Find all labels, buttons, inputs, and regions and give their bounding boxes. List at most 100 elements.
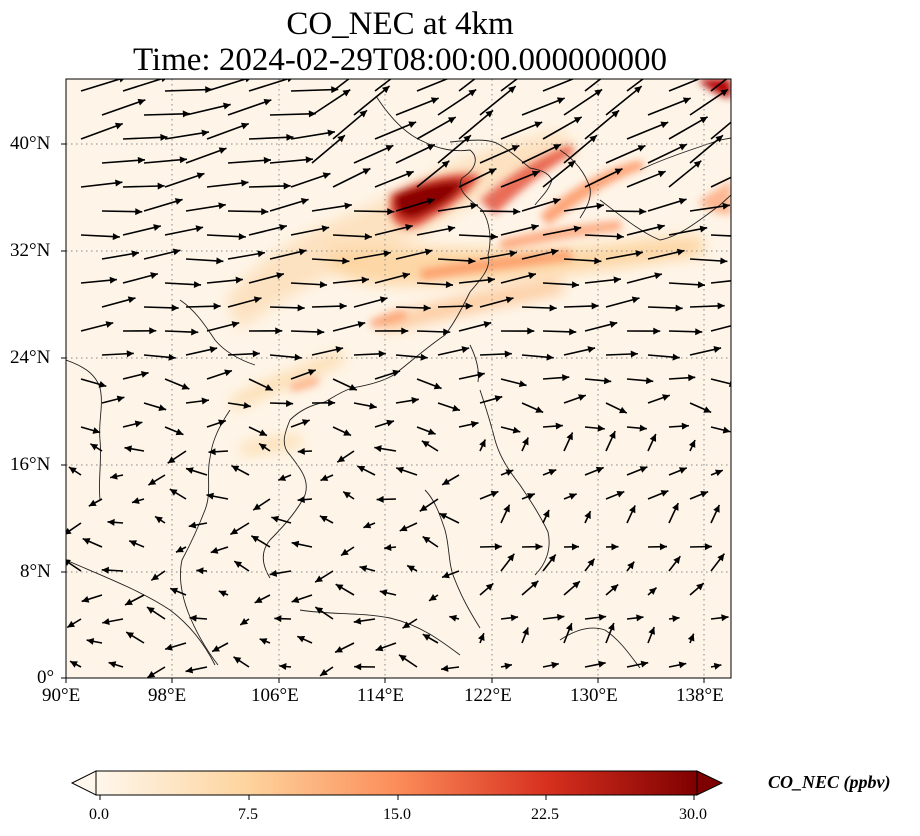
wind-vector-head (587, 558, 595, 567)
wind-vector-head (614, 168, 623, 175)
wind-vector-head (274, 615, 282, 623)
wind-vector-head (160, 133, 168, 141)
wind-vector-head (603, 377, 612, 385)
wind-vector-head (167, 456, 176, 464)
wind-vector (626, 79, 645, 92)
wind-vector-head (639, 207, 647, 215)
wind-vector-head (468, 89, 477, 97)
wind-vector-head (387, 208, 395, 216)
wind-vector-head (231, 321, 240, 328)
wind-vector-head (720, 257, 728, 265)
wind-vector (437, 134, 472, 164)
wind-vector-head (337, 455, 346, 463)
wind-vector (80, 122, 124, 140)
wind-vector-head (672, 615, 680, 623)
wind-vector-head (611, 110, 620, 118)
wind-vector-head (743, 233, 750, 240)
wind-vector-head (176, 545, 184, 553)
wind-vector-head (678, 144, 687, 151)
wind-vector (689, 88, 729, 116)
wind-vector-head (505, 469, 514, 476)
wind-vector-head (548, 469, 557, 476)
wind-vector-head (109, 276, 117, 284)
wind-vector (164, 131, 210, 140)
wind-vector-head (510, 614, 519, 622)
wind-vector-head (158, 404, 167, 412)
wind-vector-head (681, 422, 689, 430)
wind-vector-head (171, 304, 179, 312)
wind-vector-head (172, 248, 181, 256)
wind-vector-head (549, 304, 557, 312)
wind-vector-head (342, 257, 350, 265)
wind-vector-head (487, 276, 495, 284)
wind-vector-head (230, 527, 239, 535)
wind-vector (500, 121, 543, 140)
colorbar (70, 770, 724, 800)
wind-vector-head (477, 371, 485, 379)
wind-vector-head (364, 233, 372, 241)
co-concentration-field (225, 79, 731, 455)
wind-vector-head (423, 304, 431, 312)
wind-vector-head (427, 144, 435, 151)
wind-vector-head (235, 276, 243, 284)
wind-vector (710, 176, 731, 188)
wind-vector-head (713, 662, 722, 670)
wind-vector-head (148, 478, 157, 486)
wind-vector (101, 99, 146, 116)
wind-vector-head (322, 172, 331, 180)
wind-vector-head (378, 350, 386, 358)
wind-vector-head (319, 515, 328, 523)
wind-vector-head (548, 554, 556, 563)
wind-vector-head (81, 595, 90, 603)
wind-vector-head (470, 202, 478, 210)
wind-vector-head (126, 350, 134, 358)
wind-vector (206, 122, 250, 140)
wind-vector (521, 97, 565, 116)
wind-vector-head (608, 623, 615, 631)
wind-vector-head (294, 353, 302, 361)
wind-vector-head (508, 86, 516, 94)
wind-vector (626, 121, 669, 140)
wind-vector-head (534, 121, 543, 129)
wind-vector-head (442, 478, 450, 485)
wind-vector-head (722, 426, 731, 434)
wind-vector-head (455, 79, 456, 80)
wind-vector (521, 143, 562, 164)
wind-vector (311, 88, 351, 116)
colorbar-gradient (96, 771, 697, 795)
wind-vector-head (441, 160, 450, 168)
wind-vector-head (201, 129, 209, 137)
wind-vector-head (259, 638, 268, 645)
wind-vector-head (595, 466, 604, 474)
map-title: CO_NEC at 4km (286, 6, 514, 42)
wind-vector-head (283, 182, 291, 190)
wind-vector-head (196, 567, 204, 575)
wind-vector-head (231, 465, 240, 473)
wind-vector-head (573, 116, 582, 124)
wind-vector-head (253, 503, 261, 511)
wind-vector-head (552, 197, 561, 205)
wind-vector-head (736, 321, 744, 328)
wind-vector-head (286, 399, 294, 407)
wind-vector-head (596, 202, 604, 210)
wind-vector-head (66, 559, 71, 566)
wind-vector (710, 234, 731, 237)
wind-vector-head (627, 561, 635, 570)
wind-vector-head (483, 321, 492, 328)
wind-vector (185, 103, 231, 116)
wind-vector-head (535, 406, 544, 413)
wind-vector-head (359, 110, 368, 118)
wind-vector-head (234, 561, 243, 568)
wind-vector-head (522, 437, 529, 446)
wind-vector (269, 112, 316, 116)
wind-vector-head (713, 346, 722, 353)
wind-vector-head (335, 584, 344, 591)
wind-vector-head (707, 79, 708, 80)
wind-vector-head (191, 328, 199, 336)
wind-vector-head (386, 419, 394, 427)
wind-vector-head (405, 62, 413, 69)
wind-vector-head (212, 645, 220, 652)
wind-vector-head (447, 117, 456, 124)
wind-vector-head (343, 429, 352, 436)
